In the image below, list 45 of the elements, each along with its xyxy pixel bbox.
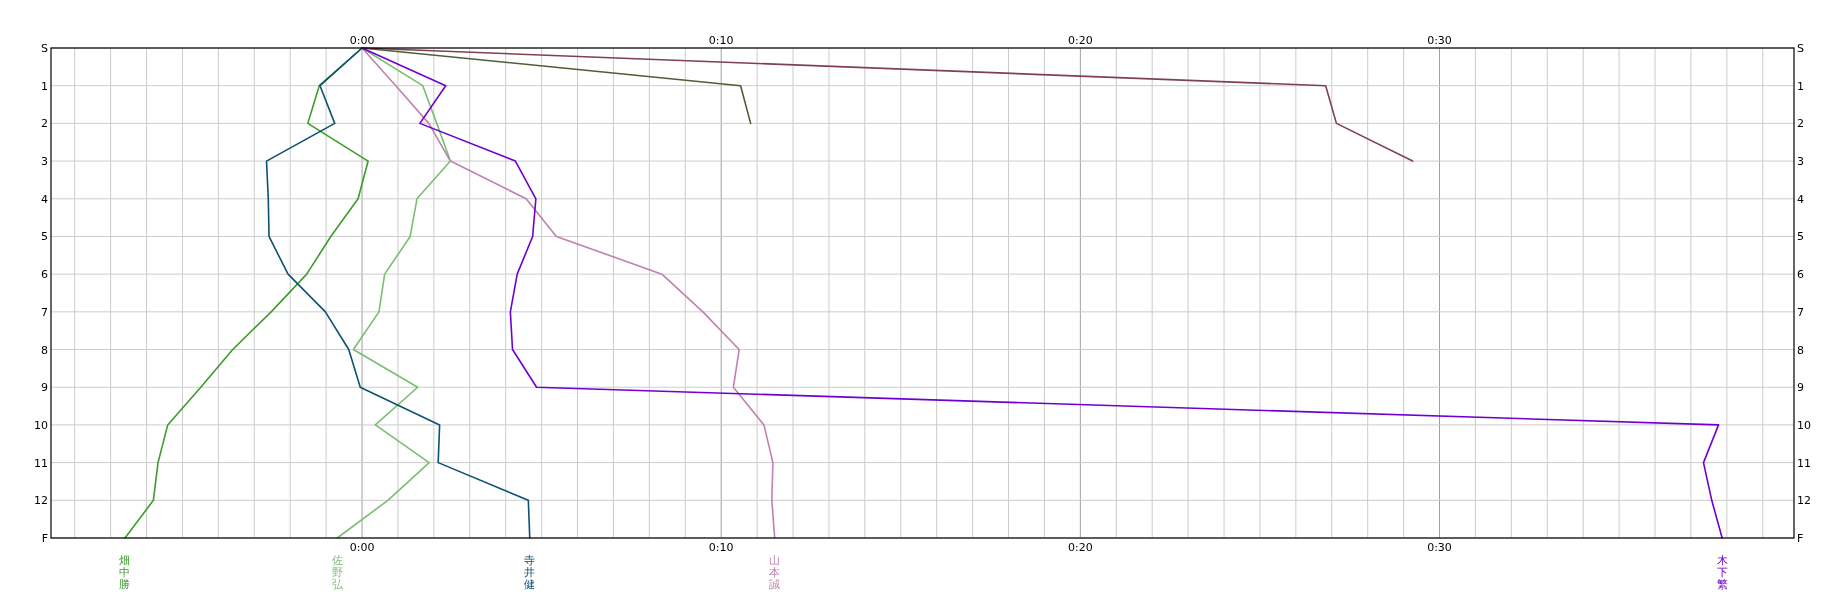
y-tick-label: S <box>41 42 49 55</box>
y2-tick-label: 3 <box>1797 155 1804 169</box>
series-label: 畑中勝 <box>119 554 131 591</box>
y2-tick-label: 4 <box>1797 192 1804 206</box>
x-tick-label: 0:00 <box>349 34 375 47</box>
y-tick-label: 10 <box>34 418 48 432</box>
x2-tick-label: 0:20 <box>1068 541 1093 554</box>
line-series <box>265 47 531 539</box>
y2-tick-label: 5 <box>1797 230 1804 244</box>
y-tick-label: 1 <box>41 79 48 93</box>
x2-tick-label: 0:00 <box>349 541 375 554</box>
x2-tick-label: 0:30 <box>1427 541 1452 554</box>
y2-tick-label: 8 <box>1797 343 1804 357</box>
y2-tick-label: 11 <box>1797 456 1811 470</box>
x-tick-label: 0:10 <box>708 34 734 47</box>
series-label: 木下繁 <box>1716 554 1728 591</box>
series-label: 佐野弘 <box>331 554 344 591</box>
y2-tick-label: 2 <box>1797 117 1804 131</box>
y2-tick-label: 6 <box>1797 268 1804 282</box>
y-tick-label: 8 <box>41 343 48 357</box>
y2-tick-label: F <box>1797 532 1804 545</box>
series-label: 山本誠 <box>769 554 781 591</box>
y-tick-label: 3 <box>41 155 48 169</box>
y-tick-label: 7 <box>41 305 48 319</box>
x2-tick-label: 0:10 <box>708 541 734 554</box>
x-tick-label: 0:30 <box>1427 34 1452 47</box>
y-tick-label: 5 <box>41 230 48 244</box>
y-tick-label: 9 <box>41 381 48 395</box>
y2-tick-label: 7 <box>1797 305 1804 319</box>
y-tick-label: 6 <box>41 268 48 282</box>
x-tick-label: 0:20 <box>1068 34 1093 47</box>
y-tick-label: 11 <box>34 456 48 470</box>
line-series <box>361 47 776 539</box>
y2-tick-label: 9 <box>1797 381 1804 395</box>
y2-tick-label: S <box>1797 42 1804 55</box>
line-series <box>361 47 1723 539</box>
y-tick-label: 12 <box>34 494 48 508</box>
y-tick-label: 4 <box>41 192 48 206</box>
y-tick-label: 2 <box>41 117 48 131</box>
y2-tick-label: 10 <box>1797 418 1811 432</box>
y-tick-label: F <box>41 532 48 545</box>
y2-tick-label: 1 <box>1797 79 1804 93</box>
line-series <box>336 47 452 539</box>
y2-tick-label: 12 <box>1797 494 1811 508</box>
series-label: 寺井健 <box>524 554 536 591</box>
